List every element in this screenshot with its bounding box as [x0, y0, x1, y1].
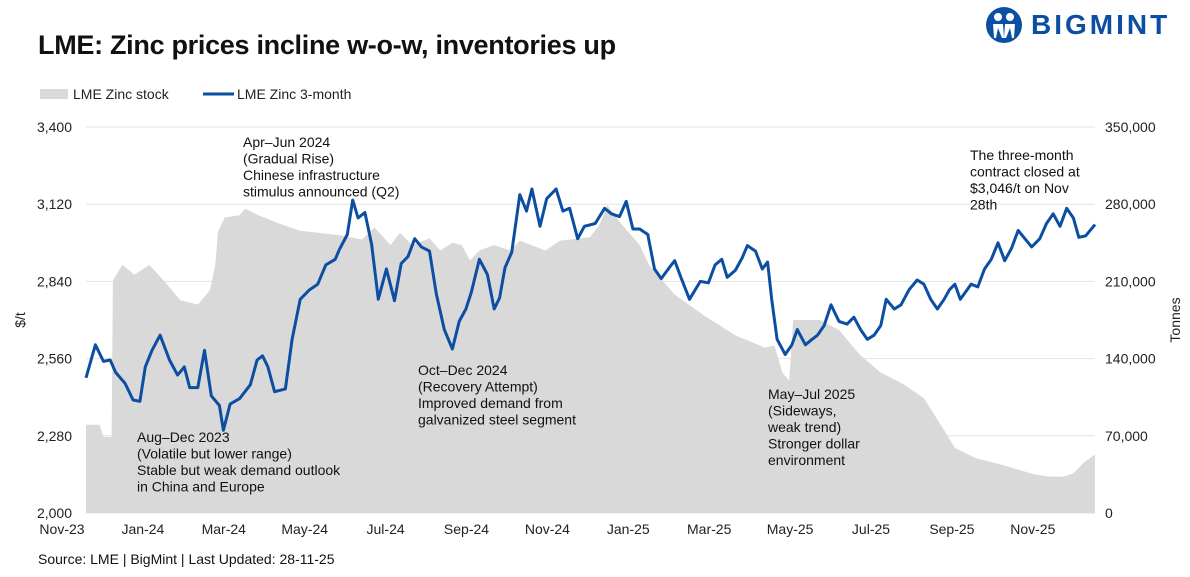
annotation-text: galvanized steel segment	[418, 412, 576, 428]
x-tick-label: Mar-24	[202, 521, 247, 537]
chart-title: LME: Zinc prices incline w-o-w, inventor…	[38, 30, 616, 60]
y-tick-label: 3,120	[37, 196, 72, 212]
x-tick-label: Jan-25	[607, 521, 650, 537]
y-tick-label: 2,000	[37, 505, 72, 521]
price-line	[84, 187, 1097, 432]
y-tick-label: 2,840	[37, 273, 72, 289]
annotation-text: Stable but weak demand outlook	[137, 462, 341, 478]
y-tick-label: 2,280	[37, 428, 72, 444]
x-tick-label: Mar-25	[687, 521, 732, 537]
y2-tick-label: 140,000	[1105, 351, 1156, 367]
annotation-text: 28th	[970, 197, 997, 213]
annotation-text: The three-month	[970, 147, 1074, 163]
annotation-text: weak trend)	[767, 419, 841, 435]
x-tick-label: Sep-25	[929, 521, 974, 537]
annotation-text: contract closed at	[970, 164, 1080, 180]
bigmint-logo: BIGMINT	[985, 6, 1170, 44]
x-tick-label: May-24	[281, 521, 328, 537]
y-tick-label: 2,560	[37, 351, 72, 367]
y-axis-title: $/t	[12, 312, 28, 328]
x-tick-label: Nov-25	[1010, 521, 1055, 537]
annotation-text: May–Jul 2025	[768, 386, 855, 402]
annotation-text: (Volatile but lower range)	[137, 446, 292, 462]
x-tick-label: Nov-24	[525, 521, 570, 537]
annotation-text: Chinese infrastructure	[243, 167, 380, 183]
bigmint-logo-text: BIGMINT	[1031, 9, 1171, 40]
y2-tick-label: 280,000	[1105, 196, 1156, 212]
annotation-text: environment	[768, 452, 845, 468]
y2-tick-label: 210,000	[1105, 273, 1156, 289]
legend-stock-swatch	[40, 89, 68, 99]
legend-price-label: LME Zinc 3-month	[237, 86, 351, 102]
annotation-text: (Gradual Rise)	[243, 151, 334, 167]
legend-stock-label: LME Zinc stock	[73, 86, 170, 102]
stock-area	[86, 205, 1095, 514]
annotation-text: Aug–Dec 2023	[137, 429, 230, 445]
x-tick-label: Nov-23	[39, 521, 84, 537]
x-tick-label: Sep-24	[444, 521, 489, 537]
bigmint-logo-icon	[986, 7, 1022, 43]
annotation-text: in China and Europe	[137, 479, 265, 495]
y2-axis-title: Tonnes	[1167, 297, 1183, 342]
annotation-text: $3,046/t on Nov	[970, 180, 1069, 196]
x-tick-label: Jul-25	[852, 521, 890, 537]
annotation-text: Stronger dollar	[768, 436, 860, 452]
y2-tick-label: 0	[1105, 505, 1113, 521]
annotation-text: Apr–Jun 2024	[243, 134, 330, 150]
y2-tick-label: 350,000	[1105, 119, 1156, 135]
annotation-text: stimulus announced (Q2)	[243, 184, 399, 200]
x-tick-label: May-25	[767, 521, 814, 537]
x-tick-label: Jan-24	[121, 521, 164, 537]
annotation-text: (Recovery Attempt)	[418, 379, 538, 395]
y2-tick-label: 70,000	[1105, 428, 1148, 444]
annotation-text: Improved demand from	[418, 395, 563, 411]
source-note: Source: LME | BigMint | Last Updated: 28…	[38, 551, 335, 567]
annotation-text: (Sideways,	[768, 403, 836, 419]
x-tick-label: Jul-24	[367, 521, 405, 537]
annotation-text: Oct–Dec 2024	[418, 362, 508, 378]
y-tick-label: 3,400	[37, 119, 72, 135]
